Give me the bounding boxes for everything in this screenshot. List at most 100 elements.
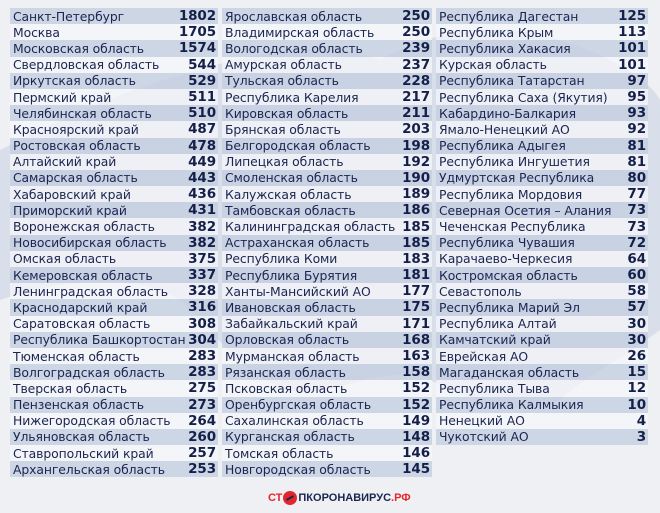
region-name: Республика Бурятия — [225, 267, 358, 283]
region-name: Краснодарский край — [13, 299, 148, 315]
case-count: 544 — [188, 56, 216, 73]
region-name: Липецкая область — [225, 154, 344, 170]
case-count: 64 — [627, 250, 646, 267]
case-count: 58 — [627, 283, 646, 300]
case-count: 1574 — [178, 40, 216, 57]
region-row: Калужская область 189 — [222, 186, 432, 203]
region-name: Ханты-Мансийский АО — [225, 283, 371, 299]
region-row: Приморский край 431 — [10, 202, 218, 219]
column-3: Республика Дагестан 125 Республика Крым 113… — [436, 8, 648, 446]
region-name: Ленинградская область — [13, 283, 168, 299]
region-name: Томская область — [225, 445, 334, 461]
case-count: 95 — [627, 89, 646, 106]
case-count: 211 — [402, 105, 430, 122]
region-name: Санкт-Петербург — [13, 8, 125, 24]
case-count: 250 — [402, 8, 430, 25]
region-name: Челябинская область — [13, 105, 152, 121]
region-name: Республика Коми — [225, 251, 338, 267]
region-row: Севастополь 58 — [436, 283, 648, 300]
case-count: 283 — [188, 348, 216, 365]
region-name: Омская область — [13, 251, 117, 267]
region-row: Курганская область 148 — [222, 428, 432, 446]
region-name: Магаданская область — [439, 364, 580, 380]
case-count: 81 — [627, 137, 646, 154]
case-count: 72 — [627, 234, 646, 251]
region-row: Курская область 101 — [436, 56, 648, 73]
case-count: 4 — [636, 412, 646, 429]
region-name: Курганская область — [225, 429, 355, 445]
region-row: Ненецкий АО 4 — [436, 412, 648, 429]
region-row: Костромская область 60 — [436, 267, 648, 284]
region-row: Алтайский край 449 — [10, 153, 218, 170]
region-row: Кемеровская область 337 — [10, 267, 218, 284]
region-name: Тверская область — [13, 380, 128, 396]
case-count: 436 — [188, 186, 216, 203]
region-row: Камчатский край 30 — [436, 331, 648, 348]
case-count: 487 — [188, 121, 216, 138]
region-row: Чеченская Республика 73 — [436, 218, 648, 235]
case-count: 275 — [188, 380, 216, 397]
region-row: Новосибирская область 382 — [10, 234, 218, 251]
region-name: Республика Адыгея — [439, 138, 566, 154]
region-row: Пермский край 511 — [10, 88, 218, 106]
region-name: Калужская область — [225, 186, 352, 202]
region-row: Республика Башкортостан 304 — [10, 331, 218, 348]
case-count: 92 — [627, 121, 646, 138]
region-row: Ярославская область 250 — [222, 8, 432, 25]
case-count: 93 — [627, 105, 646, 122]
region-row: Республика Калмыкия 10 — [436, 396, 648, 413]
case-count: 77 — [627, 186, 646, 203]
case-count: 30 — [627, 315, 646, 332]
region-row: Санкт-Петербург 1802 — [10, 8, 218, 25]
region-row: Саратовская область 308 — [10, 315, 218, 332]
case-count: 158 — [402, 364, 430, 381]
region-name: Камчатский край — [439, 332, 551, 348]
region-name: Рязанская область — [225, 364, 346, 380]
case-count: 304 — [188, 331, 216, 348]
case-count: 152 — [402, 380, 430, 397]
region-name: Карачаево-Черкесия — [439, 251, 573, 267]
case-count: 101 — [618, 40, 646, 57]
case-count: 177 — [402, 283, 430, 300]
case-count: 60 — [627, 267, 646, 284]
case-count: 264 — [188, 412, 216, 429]
case-count: 328 — [188, 283, 216, 300]
region-name: Пензенская область — [13, 397, 144, 413]
region-row: Республика Марий Эл 57 — [436, 299, 648, 316]
region-name: Москва — [13, 24, 60, 40]
region-name: Ивановская область — [225, 299, 356, 315]
region-name: Самарская область — [13, 170, 138, 186]
region-name: Чеченская Республика — [439, 219, 586, 235]
case-count: 273 — [188, 396, 216, 413]
region-name: Ненецкий АО — [439, 413, 525, 429]
region-row: Республика Хакасия 101 — [436, 40, 648, 57]
case-count: 190 — [402, 169, 430, 186]
case-count: 217 — [402, 89, 430, 106]
region-name: Республика Алтай — [439, 316, 557, 332]
case-count: 253 — [188, 461, 216, 478]
region-row: Ханты-Мансийский АО 177 — [222, 283, 432, 300]
region-name: Красноярский край — [13, 121, 139, 137]
region-name: Курская область — [439, 57, 547, 73]
region-row: Республика Тыва 12 — [436, 380, 648, 397]
region-row: Мурманская область 163 — [222, 347, 432, 365]
region-name: Московская область — [13, 40, 145, 56]
region-row: Республика Крым 113 — [436, 24, 648, 41]
region-row: Ямало-Ненецкий АО 92 — [436, 121, 648, 138]
case-count: 257 — [188, 445, 216, 462]
region-name: Пермский край — [13, 89, 112, 105]
stopkoronavirus-logo: СТ ПКОРОНАВИРУС .РФ — [268, 491, 411, 505]
region-row: Воронежская область 382 — [10, 218, 218, 235]
region-name: Республика Хакасия — [439, 40, 571, 56]
region-name: Республика Тыва — [439, 380, 550, 396]
region-name: Костромская область — [439, 267, 578, 283]
region-row: Удмуртская Республика 80 — [436, 169, 648, 187]
region-row: Северная Осетия – Алания 73 — [436, 202, 648, 219]
region-name: Сахалинская область — [225, 413, 364, 429]
case-count: 510 — [188, 105, 216, 122]
case-count: 185 — [402, 218, 430, 235]
region-row: Ленинградская область 328 — [10, 283, 218, 300]
region-row: Карачаево-Черкесия 64 — [436, 250, 648, 267]
region-row: Республика Ингушетия 81 — [436, 153, 648, 170]
region-row: Москва 1705 — [10, 24, 218, 41]
